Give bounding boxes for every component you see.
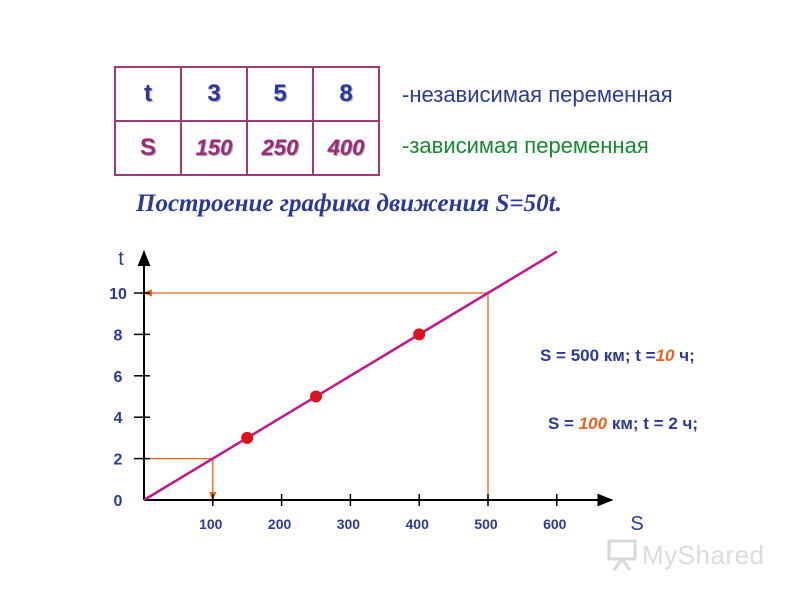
table-cell-s-label: S <box>114 120 182 176</box>
y-tick-label: 10 <box>109 286 127 303</box>
table-cell-t-3: 8 <box>312 66 380 122</box>
table-cell-s-1: 150 <box>180 120 248 176</box>
annotation-t2-value: 100 <box>578 414 608 433</box>
data-point <box>241 431 254 444</box>
data-point <box>413 328 426 341</box>
series-line <box>143 250 558 502</box>
table-cell-t-label: t <box>114 66 182 122</box>
annotation-s500-prefix: S = 500 км; t = <box>540 346 656 365</box>
annotation-s500: S = 500 км; t =10 ч; <box>540 346 695 366</box>
table-cell-s-3: 400 <box>312 120 380 176</box>
y-axis-label: t <box>118 248 124 270</box>
annotation-s500-value: 10 <box>655 346 675 365</box>
annotation-s500-suffix: ч; <box>674 346 695 365</box>
y-tick-label: 4 <box>114 410 123 427</box>
x-tick-label: 300 <box>337 516 361 532</box>
table-cell-t-1: 3 <box>180 66 248 122</box>
x-tick-label: 100 <box>199 516 223 532</box>
table-cell-t-2: 5 <box>246 66 314 122</box>
x-tick-label: 600 <box>543 516 567 532</box>
y-tick-label: 0 <box>114 493 123 510</box>
annotation-t2-prefix: S = <box>548 414 579 433</box>
annotation-t2-suffix: км; t = 2 ч; <box>607 414 699 433</box>
data-point <box>310 390 322 403</box>
table-row-t: t 3 5 8 <box>114 66 380 122</box>
watermark: MyShared <box>606 538 766 574</box>
watermark-text: MyShared <box>642 540 765 570</box>
x-axis-label: S <box>630 513 643 535</box>
annotation-t2: S = 100 км; t = 2 ч; <box>548 414 698 434</box>
slide-title: Построение графика движения S=50t. <box>136 190 562 217</box>
y-tick-label: 2 <box>114 452 123 469</box>
independent-variable-note: -независимая переменная <box>402 82 673 107</box>
y-tick-label: 8 <box>114 327 123 344</box>
x-tick-label: 500 <box>474 516 498 532</box>
table-cell-s-2: 250 <box>246 120 314 176</box>
presentation-board-icon <box>607 539 637 571</box>
y-tick-label: 6 <box>114 369 123 386</box>
values-table: t 3 5 8 S 150 250 400 <box>114 66 380 176</box>
table-row-s: S 150 250 400 <box>114 120 380 176</box>
dependent-variable-note: -зависимая переменная <box>402 133 649 158</box>
x-tick-label: 200 <box>268 516 292 532</box>
x-tick-label: 400 <box>406 516 430 532</box>
